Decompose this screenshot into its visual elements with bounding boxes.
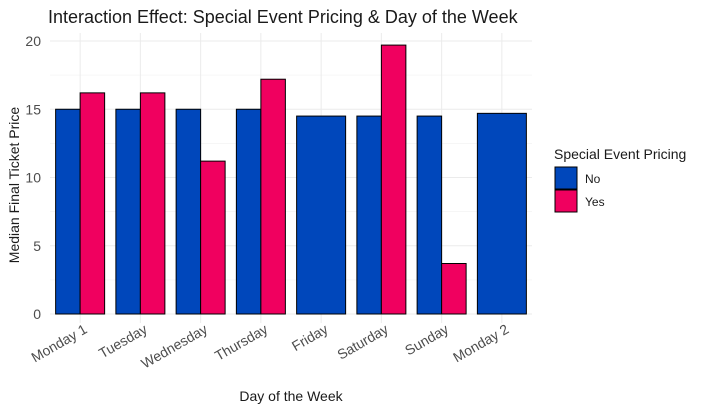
legend: Special Event Pricing No Yes	[554, 146, 686, 213]
bar-no-friday	[296, 115, 347, 315]
bar-yes-saturday	[380, 44, 407, 315]
x-tick-label: Thursday	[212, 321, 271, 364]
x-axis-title: Day of the Week	[239, 388, 343, 404]
legend-title: Special Event Pricing	[554, 146, 686, 162]
legend-label-yes: Yes	[585, 195, 605, 209]
y-axis-ticks: 0 5 10 15 20	[25, 33, 41, 322]
bars	[55, 44, 527, 315]
bar-no-monday-2	[476, 112, 527, 315]
bar-yes-wednesday	[200, 160, 226, 315]
y-tick-label: 0	[33, 306, 41, 322]
x-tick-label: Monday 1	[28, 321, 89, 366]
x-tick-label: Friday	[289, 321, 331, 354]
bar-yes-monday-1	[79, 92, 106, 315]
y-tick-label: 20	[25, 33, 41, 49]
bar-no-sunday	[416, 115, 443, 315]
chart-title: Interaction Effect: Special Event Pricin…	[48, 7, 519, 27]
y-tick-label: 10	[25, 170, 41, 186]
bar-yes-sunday	[441, 262, 467, 315]
bar-no-saturday	[356, 115, 382, 315]
x-tick-label: Wednesday	[138, 321, 210, 372]
bar-no-wednesday	[175, 108, 202, 315]
legend-label-no: No	[585, 172, 601, 186]
legend-key-yes	[554, 189, 578, 213]
y-tick-label: 15	[25, 101, 41, 117]
x-tick-label: Saturday	[334, 321, 391, 363]
bar-yes-thursday	[260, 78, 286, 315]
x-tick-label: Monday 2	[450, 321, 511, 366]
bar-no-monday-1	[55, 108, 81, 315]
y-tick-label: 5	[33, 238, 41, 254]
legend-key-no	[554, 166, 578, 190]
y-axis-title: Median Final Ticket Price	[6, 107, 22, 264]
bar-yes-tuesday	[139, 92, 166, 315]
bar-no-tuesday	[115, 108, 141, 315]
x-tick-label: Sunday	[402, 321, 451, 359]
bar-no-thursday	[235, 108, 262, 315]
